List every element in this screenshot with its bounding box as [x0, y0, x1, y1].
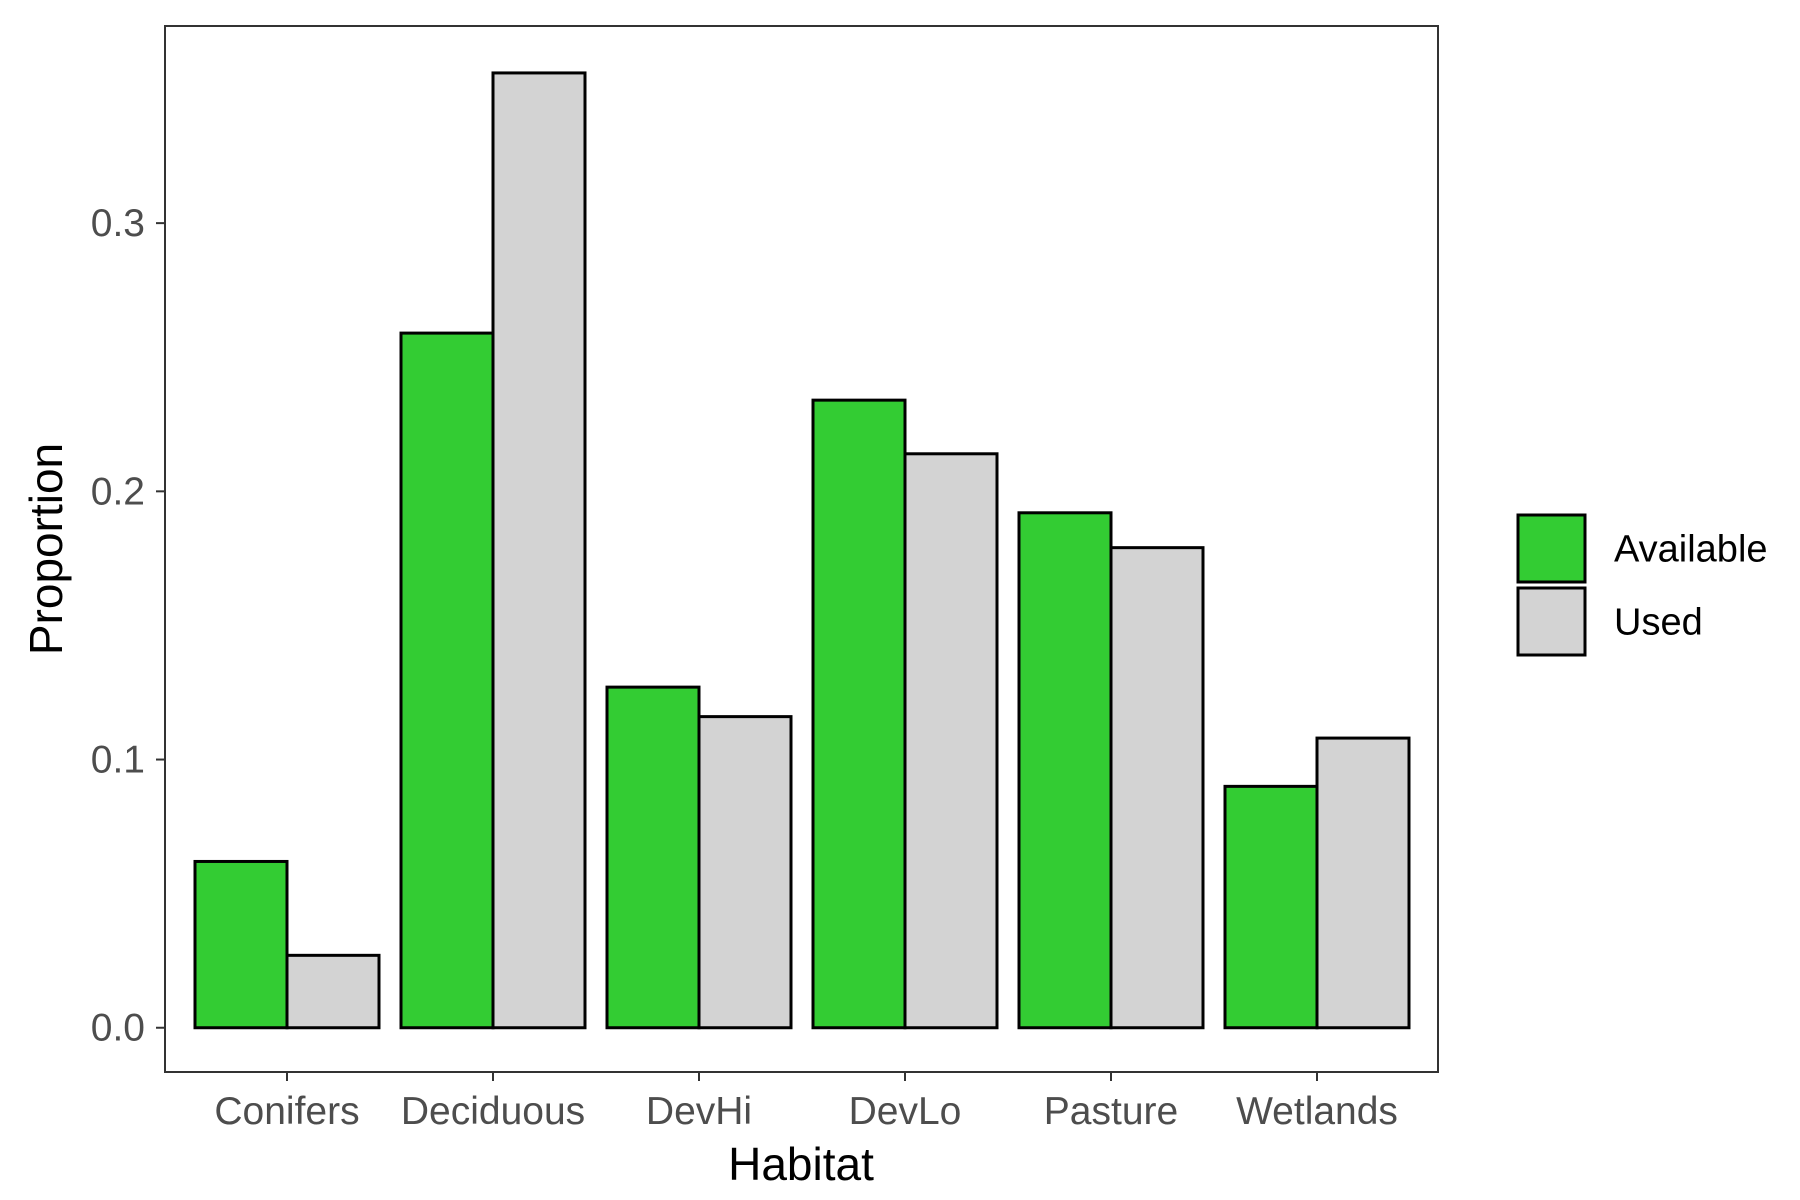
bar-conifers-used: [285, 953, 381, 1030]
y-tick-label: 0.1: [91, 739, 145, 782]
bar-devhi-used: [697, 715, 793, 1030]
legend: Available Used: [1516, 513, 1768, 657]
bar-wetlands-used: [1315, 736, 1411, 1030]
legend-key-used: [1516, 586, 1587, 657]
legend-label-used: Used: [1614, 602, 1703, 644]
bar-pasture-available: [1017, 511, 1113, 1030]
bar-wetlands-available: [1223, 784, 1319, 1030]
x-tick-label: Pasture: [1044, 1090, 1178, 1133]
bar-deciduous-used: [491, 71, 587, 1030]
x-tick-label: Deciduous: [401, 1090, 585, 1133]
x-tick-label: DevLo: [849, 1090, 962, 1133]
bar-conifers-available: [193, 859, 289, 1030]
x-tick-label: DevHi: [646, 1090, 752, 1133]
bar-devlo-used: [903, 452, 999, 1030]
legend-label-available: Available: [1614, 529, 1768, 571]
bar-devhi-available: [605, 685, 701, 1030]
x-tick-label: Wetlands: [1236, 1090, 1398, 1133]
y-tick-label: 0.3: [91, 202, 145, 245]
x-axis: Conifers Deciduous DevHi DevLo Pasture Wetlan…: [214, 1072, 1398, 1133]
bar-pasture-used: [1109, 546, 1205, 1030]
y-tick-label: 0.0: [91, 1007, 145, 1050]
y-tick-label: 0.2: [91, 470, 145, 513]
y-axis: 0.0 0.1 0.2 0.3: [91, 202, 165, 1050]
legend-key-available: [1516, 513, 1587, 584]
bars-layer: [193, 71, 1411, 1030]
bar-deciduous-available: [399, 331, 495, 1030]
bar-devlo-available: [811, 398, 907, 1030]
x-tick-label: Conifers: [214, 1090, 359, 1133]
y-axis-title: Proportion: [20, 443, 72, 655]
x-axis-title: Habitat: [728, 1138, 874, 1190]
